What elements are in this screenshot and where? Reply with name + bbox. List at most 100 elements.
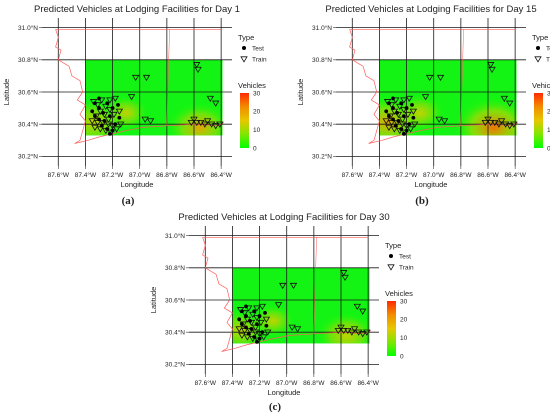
test-point <box>113 122 118 127</box>
legend-label: Test <box>399 254 411 261</box>
legend: Type Test Train <box>238 33 267 64</box>
test-points <box>384 96 416 136</box>
test-point <box>117 115 122 120</box>
hotspot <box>103 95 150 131</box>
test-point <box>240 309 244 314</box>
train-point <box>411 121 419 128</box>
test-point <box>244 304 248 309</box>
train-point <box>259 334 268 341</box>
test-point <box>254 322 259 327</box>
test-point <box>102 119 107 123</box>
train-point <box>289 282 298 290</box>
train-point <box>245 305 253 312</box>
y-tick-label: 31.0°N <box>165 232 185 240</box>
x-tick-label: 87.4°W <box>75 171 97 179</box>
y-tick-label: 30.4°N <box>18 120 38 128</box>
train-point <box>88 118 96 125</box>
legend: Type Test Train <box>385 241 414 272</box>
y-tick-label: 30.6°N <box>312 88 332 96</box>
test-point <box>257 314 262 318</box>
legend-title: Type <box>532 33 548 42</box>
panel-caption: (b) <box>415 195 429 207</box>
x-tick-label: 86.6°W <box>477 171 499 179</box>
test-point <box>105 127 110 131</box>
train-point <box>255 331 264 338</box>
train-point <box>262 316 271 323</box>
train-point <box>141 116 149 123</box>
colorbar-tick-label: 30 <box>400 298 408 305</box>
train-point <box>93 102 102 109</box>
colorbar-tick-label: 10 <box>400 335 408 342</box>
x-tick-label: 86.6°W <box>330 379 352 387</box>
x-tick-label: 86.4°W <box>357 379 379 387</box>
train-point <box>216 121 224 128</box>
county-boundary <box>313 237 317 334</box>
test-point <box>107 131 112 136</box>
coastline-boundary <box>55 29 225 144</box>
train-point <box>506 100 514 107</box>
x-tick-label: 86.4°W <box>210 171 232 179</box>
test-point <box>97 106 101 110</box>
train-point <box>258 303 266 311</box>
chart-title: Predicted Vehicles at Lodging Facilities… <box>325 4 536 15</box>
county-boundary <box>460 29 464 126</box>
test-point <box>110 106 115 110</box>
test-point <box>399 101 404 106</box>
test-point <box>107 114 112 119</box>
train-point <box>400 97 408 104</box>
y-axis-label: Latitude <box>2 79 11 106</box>
x-tick-label: 87.0°W <box>129 171 151 179</box>
test-point <box>407 122 412 127</box>
x-tick-label: 87.6°W <box>48 171 70 179</box>
test-point <box>391 117 395 122</box>
test-point <box>391 106 395 110</box>
train-point <box>203 118 212 125</box>
y-tick-label: 31.0°N <box>312 24 332 32</box>
train-point <box>421 94 430 101</box>
train-point <box>488 66 496 74</box>
train-point <box>264 329 272 336</box>
legend-marker-train <box>534 56 542 63</box>
train-point <box>201 121 209 128</box>
x-axis-label: Longitude <box>121 180 154 189</box>
x-tick-label: 87.4°W <box>222 379 244 387</box>
test-point <box>401 114 406 119</box>
train-point <box>409 108 418 115</box>
hotspot <box>316 312 370 344</box>
test-point <box>110 128 115 133</box>
y-tick-label: 30.6°N <box>18 88 38 96</box>
x-tick-label: 87.2°W <box>396 171 418 179</box>
train-point <box>257 319 265 327</box>
test-point <box>116 102 120 107</box>
train-point <box>212 100 220 107</box>
x-tick-label: 87.2°W <box>249 379 271 387</box>
colorbar: Vehicles 0 10 20 30 <box>532 81 550 152</box>
train-point <box>194 66 202 74</box>
train-point <box>363 329 371 336</box>
y-tick-label: 30.4°N <box>312 120 332 128</box>
legend-title: Type <box>238 33 254 42</box>
test-point <box>399 127 404 131</box>
train-point <box>240 310 249 317</box>
train-point <box>293 326 302 333</box>
test-point <box>396 119 401 123</box>
y-tick-label: 30.8°N <box>312 56 332 64</box>
test-point <box>384 109 389 114</box>
test-point <box>387 114 391 119</box>
chart-panel-1: Predicted Vehicles at Lodging Facilities… <box>2 4 267 207</box>
test-point <box>395 111 399 115</box>
panel-caption: (c) <box>269 401 282 413</box>
colorbar-gradient <box>387 301 396 356</box>
test-point <box>404 106 409 110</box>
legend-title: Type <box>385 241 401 250</box>
hotspot <box>251 304 295 338</box>
train-point <box>392 97 400 104</box>
test-point <box>257 336 262 341</box>
train-point <box>404 111 412 119</box>
train-point <box>500 95 508 103</box>
test-point <box>391 96 395 101</box>
y-tick-label: 30.8°N <box>165 264 185 272</box>
legend-marker-test <box>389 254 393 258</box>
train-point <box>341 274 349 282</box>
train-point <box>193 119 201 127</box>
